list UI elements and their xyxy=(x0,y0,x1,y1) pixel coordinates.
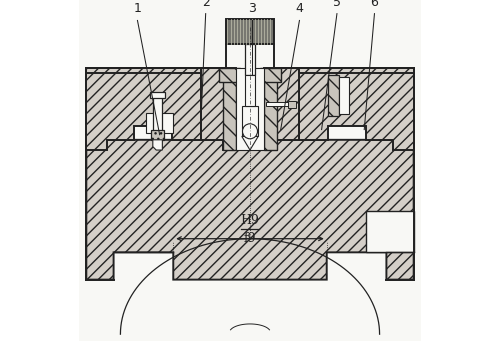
Bar xyxy=(222,73,235,150)
Polygon shape xyxy=(153,140,162,150)
Polygon shape xyxy=(86,68,200,150)
Circle shape xyxy=(242,124,258,139)
Bar xyxy=(244,75,256,106)
Bar xyxy=(244,44,256,75)
Bar xyxy=(151,130,164,140)
Bar xyxy=(242,106,258,136)
Text: 4: 4 xyxy=(296,2,304,15)
Text: 2: 2 xyxy=(202,0,209,9)
Polygon shape xyxy=(86,140,413,280)
Bar xyxy=(153,94,162,140)
Bar xyxy=(266,102,289,106)
Bar xyxy=(338,77,349,114)
Bar xyxy=(328,75,338,116)
Polygon shape xyxy=(242,136,258,150)
Bar xyxy=(236,68,264,150)
Bar xyxy=(260,68,281,82)
Bar xyxy=(218,68,240,82)
Bar xyxy=(366,211,414,252)
Text: 5: 5 xyxy=(333,0,341,9)
Bar xyxy=(150,92,165,98)
Text: 6: 6 xyxy=(370,0,378,9)
Bar xyxy=(264,73,278,150)
Bar xyxy=(146,113,174,133)
Bar xyxy=(226,19,274,44)
Bar xyxy=(86,68,201,73)
Polygon shape xyxy=(264,68,300,150)
Bar xyxy=(288,101,296,108)
Text: f9: f9 xyxy=(244,232,256,245)
Polygon shape xyxy=(200,68,235,150)
Text: 3: 3 xyxy=(248,2,256,15)
Polygon shape xyxy=(300,68,414,150)
Bar xyxy=(299,68,414,73)
Text: 1: 1 xyxy=(134,2,141,15)
Text: H9: H9 xyxy=(240,214,260,227)
